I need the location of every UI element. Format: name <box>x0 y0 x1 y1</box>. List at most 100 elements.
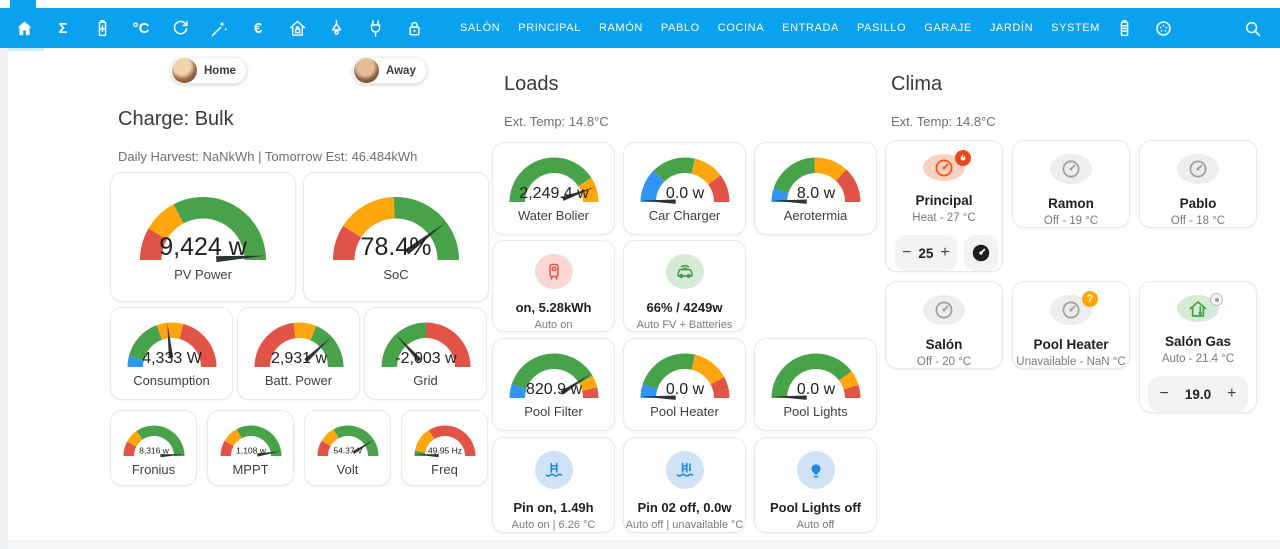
sensor-card-66-4249w[interactable]: 66% / 4249w Auto FV + Batteries <box>623 240 746 332</box>
nav-tab-pasillo[interactable]: PASILLO <box>856 22 907 34</box>
gauge-segment-orange <box>691 158 721 185</box>
gauge-segment-red <box>123 441 136 456</box>
nav-tab-pablo[interactable]: PABLO <box>660 22 700 34</box>
thermostat-icon[interactable] <box>923 150 971 181</box>
gauge-segment-blue <box>640 170 664 202</box>
clima-name: Pool Heater <box>1033 337 1109 352</box>
thermostat-icon[interactable] <box>923 295 965 325</box>
search-icon[interactable] <box>1240 16 1264 40</box>
gauge-label: Car Charger <box>648 208 721 223</box>
sensor-card-pool-lights-off[interactable]: Pool Lights off Auto off <box>754 437 877 533</box>
temperature-icon[interactable]: °C <box>129 16 153 40</box>
gauge-arc: 1,108 w <box>220 425 281 457</box>
gauge-needle <box>560 374 591 395</box>
gauge-card-soc[interactable]: 78.4% SoC <box>303 172 489 302</box>
clima-card-pablo[interactable]: Pablo Off - 18 °C <box>1139 140 1257 228</box>
gauge-card-pool-filter[interactable]: 820.9 w Pool Filter <box>492 338 615 431</box>
dial-dark-icon-svg <box>972 244 989 262</box>
gauge-card-car-charger[interactable]: 0.0 w Car Charger <box>623 142 746 235</box>
nav-tab-garaje[interactable]: GARAJE <box>924 22 972 34</box>
gauge-card-aerotermia[interactable]: 8.0 w Aerotermia <box>754 142 877 235</box>
ceiling-lamp-icon[interactable] <box>324 16 348 40</box>
clima-name: Ramon <box>1048 196 1094 211</box>
gauge-arc: 0.0 w <box>640 353 729 400</box>
thermostat-icon[interactable]: ? <box>1050 291 1098 325</box>
euro-glyph: € <box>253 19 263 37</box>
gauge-value: 78.4% <box>361 233 432 261</box>
gauge-segment-green <box>773 157 815 194</box>
gauge-card-pool-heater[interactable]: 0.0 w Pool Heater <box>623 338 746 431</box>
home-thermometer-icon[interactable] <box>1177 293 1223 322</box>
clima-card-pool-heater[interactable]: ? Pool Heater Unavailable - NaN °C <box>1012 281 1130 369</box>
sensor-card-pin-02-off-0-0w[interactable]: Pin 02 off, 0.0w Auto off | unavailable °… <box>623 437 746 533</box>
gauge-arc: 8.0 w <box>771 157 860 204</box>
gauge-card-batt-power[interactable]: 2,931 w Batt. Power <box>237 307 360 400</box>
gauge-card-grid[interactable]: -2,003 w Grid <box>364 307 487 400</box>
gauge-needle <box>352 440 374 454</box>
ev-car-icon-svg <box>676 264 693 278</box>
sensor-card-pin-on-1-49h[interactable]: Pin on, 1.49h Auto on | 6.26 °C <box>492 437 615 533</box>
gauge-card-freq[interactable]: 49.95 Hz Freq <box>401 410 488 486</box>
magic-wand-icon[interactable] <box>207 16 231 40</box>
gauge-label: SoC <box>383 267 409 282</box>
nav-tab-entrada[interactable]: ENTRADA <box>782 22 839 34</box>
refresh-icon[interactable] <box>168 16 192 40</box>
nav-tab-cocina[interactable]: COCINA <box>717 22 765 34</box>
gauge-value: 1,108 w <box>236 446 267 456</box>
nav-tab-ram-n[interactable]: RAMÓN <box>598 22 643 34</box>
decrease-temp-button[interactable]: − <box>895 245 918 261</box>
lock-icon[interactable] <box>402 16 426 40</box>
gauge-value: 0.0 w <box>665 381 704 398</box>
gauge-label: Batt. Power <box>264 373 333 388</box>
thermostat-icon-svg <box>935 159 953 176</box>
presence-chip-home[interactable]: Home <box>170 57 247 84</box>
gauge-card-fronius[interactable]: 8,316 w Fronius <box>110 410 197 486</box>
gauge-value: 0.0 w <box>796 381 835 398</box>
pool-thermometer-icon <box>665 451 704 489</box>
gauge-needle <box>640 199 676 204</box>
nav-tab-sal-n[interactable]: SALÓN <box>460 22 501 34</box>
clima-name: Pablo <box>1179 196 1217 211</box>
gauge-card-water-bolier[interactable]: 2,249.4 w Water Bolier <box>492 142 615 235</box>
thermostat-icon[interactable] <box>1177 154 1219 184</box>
nav-tab-system[interactable]: SYSTEM <box>1051 22 1100 34</box>
euro-icon[interactable]: € <box>246 16 270 40</box>
gauge-card-pool-lights[interactable]: 0.0 w Pool Lights <box>754 338 877 431</box>
clima-card-sal-n[interactable]: Salón Off - 20 °C <box>885 281 1003 369</box>
gauge-card-pv-power[interactable]: 9,424 w PV Power <box>110 172 296 302</box>
gauge-label: Volt <box>336 462 359 477</box>
sensor-card-on-5-28kwh[interactable]: on, 5.28kWh Auto on <box>492 240 615 332</box>
nav-tab-jard-n[interactable]: JARDÍN <box>989 22 1034 34</box>
gauge-arc: 0.0 w <box>771 353 860 400</box>
gauge-card-consumption[interactable]: 4,333 W Consumption <box>110 307 233 400</box>
increase-temp-button[interactable]: + <box>1220 386 1243 402</box>
increase-temp-button[interactable]: + <box>933 245 956 261</box>
clima-status: Unavailable - NaN °C <box>1016 356 1126 368</box>
thermostat-icon[interactable] <box>1050 154 1092 184</box>
sensor-subtitle: Auto off <box>796 519 835 531</box>
clima-name: Salón Gas <box>1164 334 1232 349</box>
nav-tab-principal[interactable]: PRINCIPAL <box>518 22 581 34</box>
clima-card-ramon[interactable]: Ramon Off - 19 °C <box>1012 140 1130 228</box>
battery-plus-icon[interactable] <box>90 16 114 40</box>
gauge-card-mppt[interactable]: 1,108 w MPPT <box>207 410 294 486</box>
power-plug-icon[interactable] <box>363 16 387 40</box>
gauge-card-volt[interactable]: 54.37 V Volt <box>304 410 391 486</box>
home-lock-icon[interactable] <box>285 16 309 40</box>
sigma-icon[interactable]: Σ <box>51 16 75 40</box>
ev-plug-icon[interactable] <box>1152 16 1176 40</box>
clima-card-sal-n-gas[interactable]: Salón Gas Auto - 21.4 °C −19.0 + <box>1139 281 1257 413</box>
thermostat-dial-button[interactable] <box>963 235 998 271</box>
refresh-icon-svg <box>173 20 188 34</box>
decrease-temp-button[interactable]: − <box>1153 386 1176 402</box>
presence-chip-away[interactable]: Away <box>352 57 427 84</box>
home-icon[interactable] <box>12 16 36 40</box>
gauge-segment-orange <box>224 429 242 446</box>
clima-cards-grid: Principal Heat - 27 °C −25 + Ramon Off - 19 °… <box>885 140 1257 413</box>
nav-icon-tabs: Σ °C € <box>12 16 441 40</box>
thermostat-icon-svg <box>935 301 953 319</box>
active-tab-indicator <box>8 48 44 51</box>
clima-name: Principal <box>915 193 973 208</box>
battery-icon[interactable] <box>1113 16 1137 40</box>
clima-card-principal[interactable]: Principal Heat - 27 °C −25 + <box>885 140 1003 272</box>
